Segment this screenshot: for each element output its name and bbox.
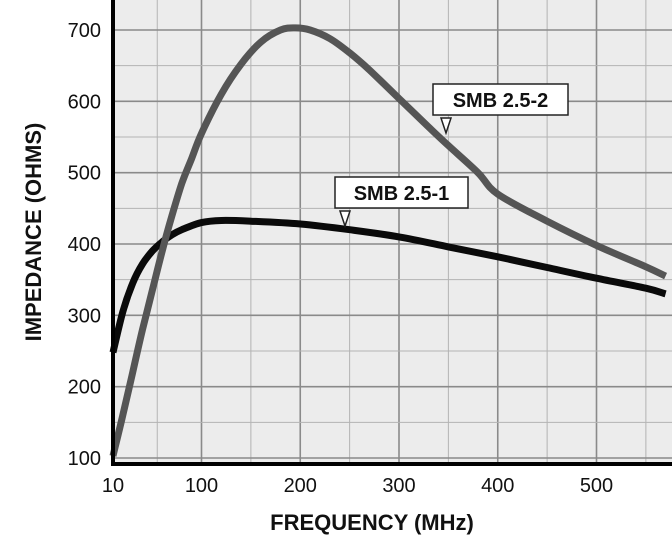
series-lines xyxy=(109,24,668,457)
x-tick-label: 10 xyxy=(102,475,124,497)
callout-box xyxy=(334,176,469,209)
x-tick-label: 400 xyxy=(481,475,514,497)
x-tick-label: 500 xyxy=(580,475,613,497)
y-tick-label: 700 xyxy=(68,20,101,42)
series-line-2 xyxy=(109,24,668,457)
callout-2: SMB 2.5-2 xyxy=(432,83,569,136)
axes xyxy=(111,0,672,466)
callout-pointer xyxy=(338,210,352,229)
x-tick-label: 200 xyxy=(284,475,317,497)
x-tick-label: 300 xyxy=(382,475,415,497)
series-label: SMB 2.5-1 xyxy=(354,183,450,205)
y-axis-title: IMPEDANCE (OHMS) xyxy=(21,123,46,342)
plot-background xyxy=(113,0,672,464)
y-tick-label: 200 xyxy=(68,377,101,399)
grid xyxy=(113,0,672,464)
series-line-1 xyxy=(109,216,667,354)
y-tick-label: 400 xyxy=(68,234,101,256)
x-axis-title: FREQUENCY (MHz) xyxy=(270,510,474,535)
y-tick-label: 500 xyxy=(68,163,101,185)
series-label: SMB 2.5-2 xyxy=(453,90,549,112)
x-tick-label: 100 xyxy=(185,475,218,497)
callout-pointer xyxy=(439,117,453,136)
y-tick-label: 300 xyxy=(68,305,101,327)
y-tick-label: 600 xyxy=(68,91,101,113)
series-callouts: SMB 2.5-1 SMB 2.5-2 xyxy=(334,83,569,229)
callout-box xyxy=(432,83,569,116)
y-tick-label: 100 xyxy=(68,448,101,470)
axis-titles: FREQUENCY (MHz) IMPEDANCE (OHMS) xyxy=(21,123,474,535)
callout-1: SMB 2.5-1 xyxy=(334,176,469,229)
